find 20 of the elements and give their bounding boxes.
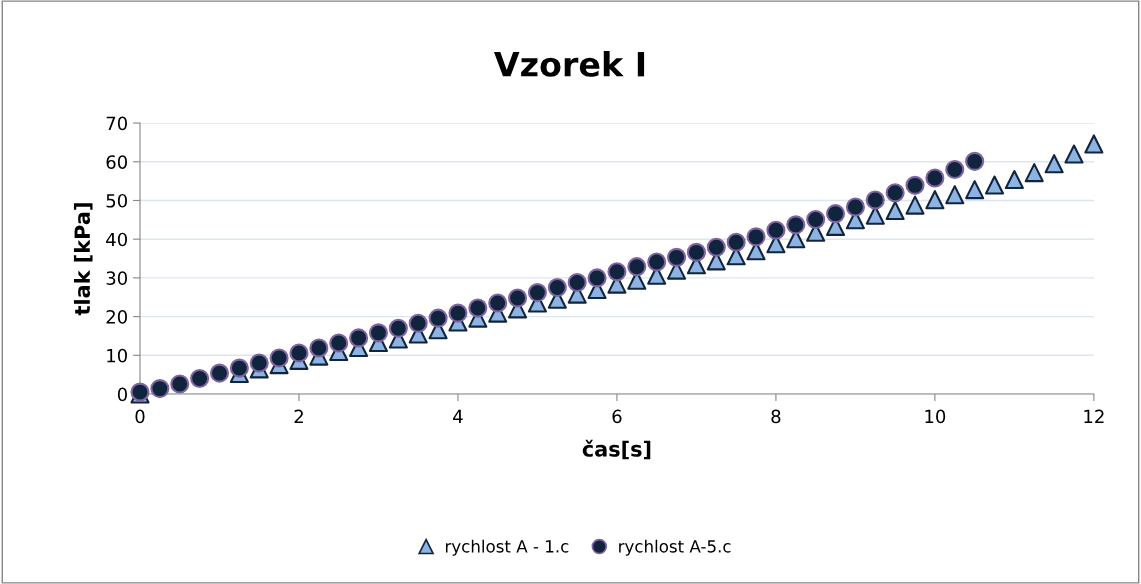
x-tick-label: 2 (294, 409, 303, 424)
x-tick-label: 4 (453, 409, 463, 424)
legend-label: rychlost A-5.c (619, 539, 731, 556)
x-tick-label: 8 (771, 409, 781, 424)
legend-label: rychlost A - 1.c (445, 539, 569, 556)
y-tick-label: 10 (107, 348, 127, 363)
x-tick-label: 6 (612, 409, 622, 424)
y-tick-label: 0 (117, 387, 127, 402)
x-tick-label: 12 (1084, 409, 1104, 424)
y-tick-label: 60 (106, 155, 127, 169)
y-tick-label: 20 (106, 310, 127, 324)
y-tick-label: 50 (106, 193, 127, 208)
chart-title: Vzorek I (494, 51, 645, 77)
y-tick-label: 40 (106, 232, 127, 247)
x-axis-title: čas[s] (582, 439, 651, 460)
x-tick-label: 0 (135, 409, 145, 424)
x-tick-label: 10 (925, 409, 946, 424)
y-axis-title: tlak [kPa] (73, 203, 93, 316)
y-tick-label: 70 (106, 116, 127, 131)
y-tick-label: 30 (106, 271, 127, 286)
